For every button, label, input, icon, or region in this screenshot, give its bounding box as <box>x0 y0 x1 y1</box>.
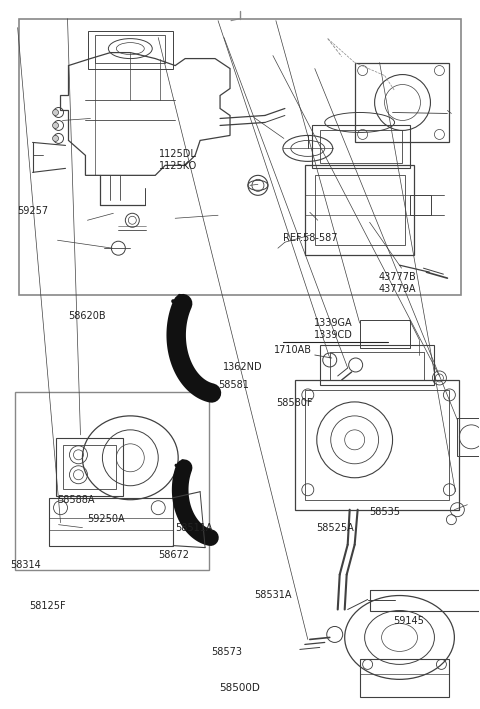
Circle shape <box>52 135 59 141</box>
Text: 58573: 58573 <box>211 647 242 657</box>
Text: 1710AB: 1710AB <box>274 345 312 354</box>
Bar <box>88 30 173 69</box>
Text: 58525A: 58525A <box>317 523 354 533</box>
Text: 1125DL: 1125DL <box>158 149 196 159</box>
Text: 1339GA: 1339GA <box>314 318 353 328</box>
Text: 58511A: 58511A <box>175 523 213 533</box>
Bar <box>360 320 409 348</box>
Bar <box>305 165 415 255</box>
Bar <box>96 35 165 62</box>
Text: 59250A: 59250A <box>87 514 124 525</box>
Bar <box>56 438 123 496</box>
Bar <box>355 62 449 143</box>
Bar <box>19 18 461 295</box>
Bar <box>295 380 459 510</box>
Bar <box>312 125 409 168</box>
Text: 1339CD: 1339CD <box>314 330 353 340</box>
Text: 58531A: 58531A <box>254 590 292 600</box>
Bar <box>409 195 432 216</box>
Text: 43777B: 43777B <box>379 272 417 281</box>
Text: 58581: 58581 <box>218 380 249 390</box>
Text: 58314: 58314 <box>10 560 41 570</box>
Text: 58125F: 58125F <box>29 601 66 611</box>
Text: 59257: 59257 <box>17 206 48 216</box>
Circle shape <box>52 123 59 128</box>
Text: 58620B: 58620B <box>68 311 105 320</box>
Text: 1125KO: 1125KO <box>158 160 197 171</box>
Text: REF.58-587: REF.58-587 <box>283 233 337 242</box>
Text: 58535: 58535 <box>369 507 400 517</box>
Text: 59145: 59145 <box>393 616 424 626</box>
Bar <box>320 130 402 163</box>
Bar <box>457 418 480 456</box>
Bar <box>305 390 449 500</box>
Text: 1362ND: 1362ND <box>223 362 263 372</box>
Text: 43779A: 43779A <box>379 284 416 294</box>
Bar <box>330 352 424 380</box>
Text: 58672: 58672 <box>158 549 190 559</box>
Bar <box>315 175 405 245</box>
Bar <box>360 659 449 698</box>
Text: 58580F: 58580F <box>276 398 312 408</box>
Text: 58588A: 58588A <box>57 496 95 506</box>
Bar <box>370 590 480 611</box>
Bar <box>320 345 434 385</box>
Circle shape <box>52 109 59 116</box>
Bar <box>62 445 116 489</box>
Bar <box>15 392 209 569</box>
Text: 58500D: 58500D <box>219 683 261 693</box>
Bar <box>48 498 173 546</box>
